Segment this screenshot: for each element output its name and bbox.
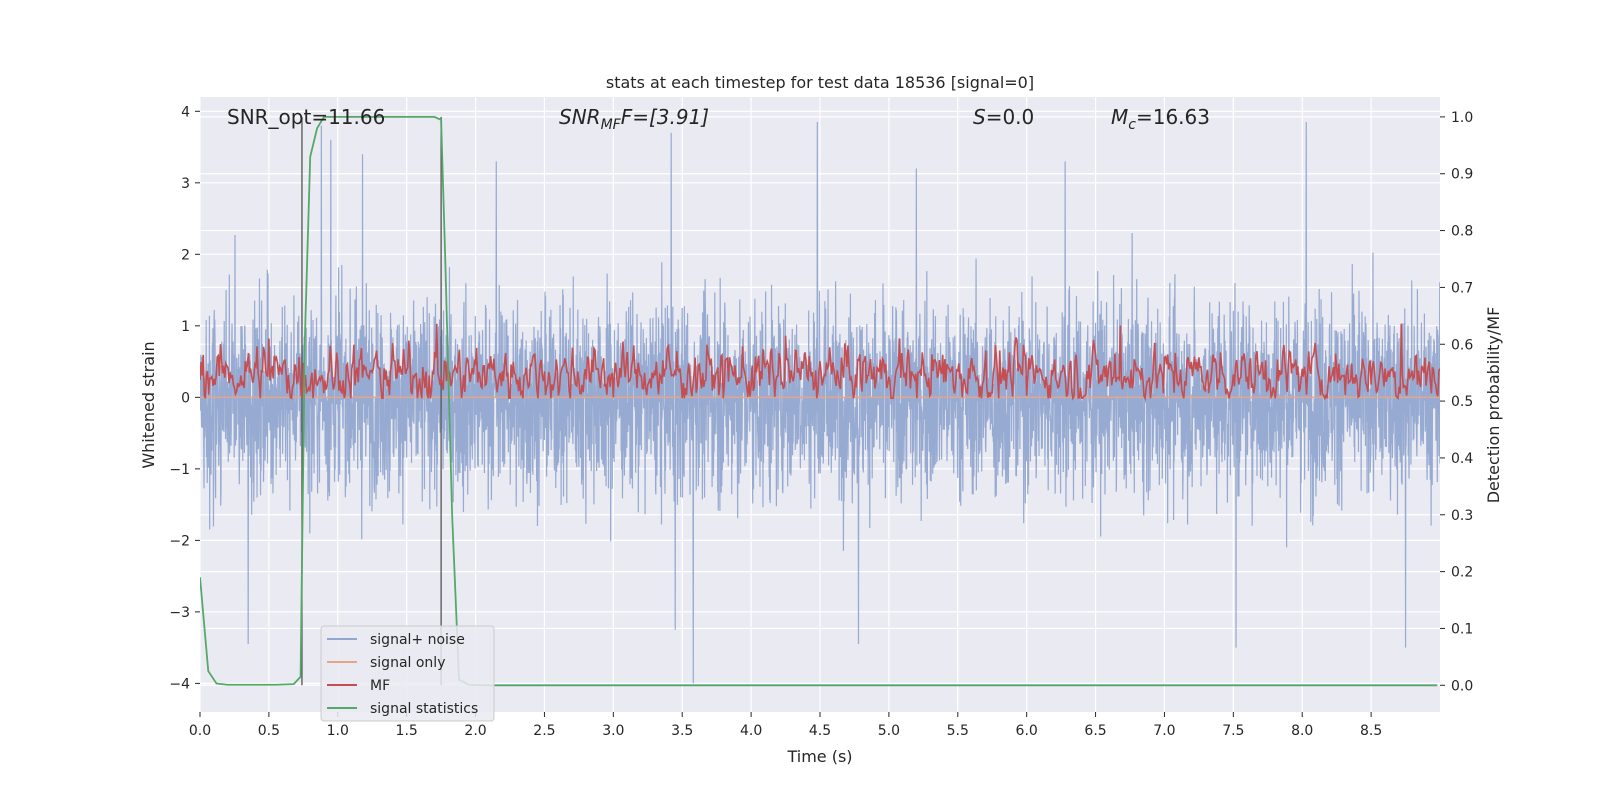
annotation-snr-mf-value: F=[3.91]: [621, 105, 709, 129]
y2-tick-label: 0.8: [1451, 224, 1473, 240]
y2-tick-label: 0.3: [1451, 508, 1473, 524]
x-tick-label: 8.5: [1360, 723, 1382, 739]
x-tick-label: 1.5: [396, 723, 418, 739]
annotation-snr-mf-sub: MF: [601, 117, 622, 133]
legend-label-signal-only: signal only: [370, 655, 445, 671]
series-layer: [200, 115, 1440, 687]
annotation-mc-value: =16.63: [1136, 105, 1210, 129]
y-tick-label: 4: [181, 104, 190, 120]
annotation-snr-mf-main: SNR: [559, 105, 601, 129]
legend-label-signal-statistics: signal statistics: [370, 701, 478, 717]
x-tick-label: 0.0: [189, 723, 211, 739]
y2-tick-label: 0.4: [1451, 451, 1473, 467]
y-axis-label: Whitened strain: [139, 341, 158, 468]
y2-tick-label: 0.2: [1451, 565, 1473, 581]
y-tick-label: −1: [169, 462, 190, 478]
x-tick-label: 0.5: [258, 723, 280, 739]
y-tick-label: −4: [169, 676, 190, 692]
annotation-s-main: S: [973, 105, 986, 129]
y-tick-label: 1: [181, 319, 190, 335]
annotation-snr-opt: SNR_opt=11.66: [227, 105, 385, 129]
x-tick-label: 3.5: [671, 723, 693, 739]
annotation-mc-sub: c: [1128, 117, 1136, 133]
annotation-snr-mf: SNRMFF=[3.91]: [559, 105, 709, 133]
x-tick-label: 5.0: [878, 723, 900, 739]
series-signal-noise-line: [200, 122, 1440, 684]
legend-label-signal-noise: signal+ noise: [370, 632, 465, 648]
legend-box: [320, 625, 495, 722]
chart-title: stats at each timestep for test data 185…: [606, 73, 1034, 92]
annotation-s-value: =0.0: [986, 105, 1035, 129]
x-tick-label: 6.0: [1016, 723, 1038, 739]
y-axis-ticks: −4 −3 −2 −1 0 1 2 3 4: [169, 104, 200, 692]
x-axis-label: Time (s): [786, 747, 852, 766]
x-tick-label: 2.0: [464, 723, 486, 739]
x-tick-label: 7.0: [1153, 723, 1175, 739]
x-tick-label: 2.5: [533, 723, 555, 739]
y2-tick-label: 0.0: [1451, 678, 1473, 694]
y-tick-label: −2: [169, 533, 190, 549]
y2-tick-label: 1.0: [1451, 110, 1473, 126]
y2-tick-label: 0.9: [1451, 167, 1473, 183]
y2-tick-label: 0.1: [1451, 621, 1473, 637]
y2-axis-label: Detection probability/MF: [1484, 307, 1503, 504]
y-tick-label: 3: [181, 176, 190, 192]
y2-tick-label: 0.6: [1451, 337, 1473, 353]
y2-axis-ticks: 0.0 0.1 0.2 0.3 0.4 0.5 0.6 0.7 0.8 0.9 1.0: [1440, 110, 1473, 694]
legend: signal+ noise signal only MF signal stat…: [320, 625, 495, 722]
x-tick-label: 3.0: [602, 723, 624, 739]
x-tick-label: 6.5: [1084, 723, 1106, 739]
y-tick-label: −3: [169, 605, 190, 621]
series-signal-statistics-line: [200, 115, 1438, 687]
annotation-mc-main: M: [1111, 105, 1128, 129]
y-tick-label: 2: [181, 247, 190, 263]
x-axis-ticks: 0.0 0.5 1.0 1.5 2.0 2.5 3.0 3.5 4.0 4.5 5.0 5.5 6.0 6…: [189, 712, 1382, 739]
x-tick-label: 4.0: [740, 723, 762, 739]
y-tick-label: 0: [181, 390, 190, 406]
x-tick-label: 1.0: [327, 723, 349, 739]
annotation-s: S=0.0: [973, 105, 1034, 129]
x-tick-label: 4.5: [809, 723, 831, 739]
y2-tick-label: 0.7: [1451, 280, 1473, 296]
x-tick-label: 8.0: [1291, 723, 1313, 739]
y2-tick-label: 0.5: [1451, 394, 1473, 410]
legend-label-mf: MF: [370, 678, 390, 694]
series-mf-line: [200, 323, 1440, 402]
annotation-mc: Mc=16.63: [1111, 105, 1210, 133]
x-tick-label: 5.5: [947, 723, 969, 739]
x-tick-label: 7.5: [1222, 723, 1244, 739]
